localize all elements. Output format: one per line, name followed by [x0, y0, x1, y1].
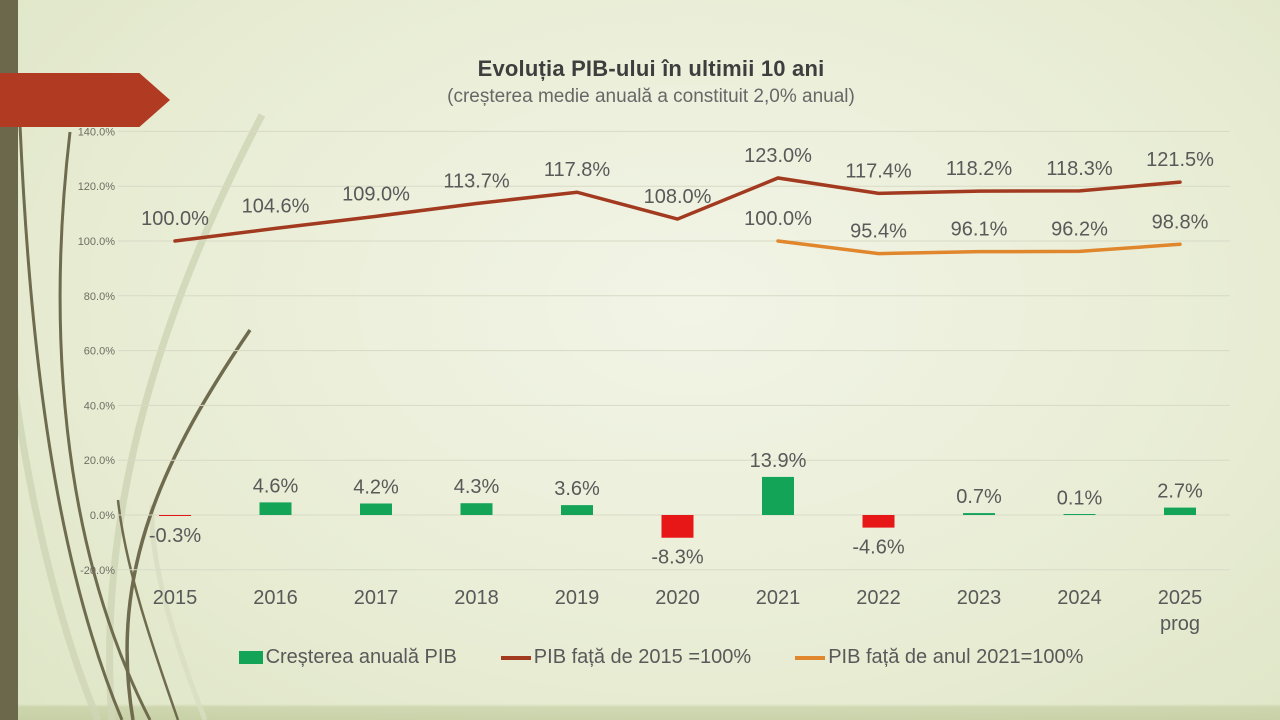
bar [561, 505, 593, 515]
x-axis-label: 2021 [756, 587, 801, 609]
line-data-label: 96.1% [951, 219, 1008, 241]
bar [1164, 507, 1196, 515]
bar-data-label: 0.7% [956, 486, 1002, 508]
y-axis-tick-label: 40.0% [84, 400, 115, 412]
legend-label: Creșterea anuală PIB [265, 646, 457, 668]
bar [259, 502, 292, 515]
bar-data-label: -8.3% [651, 547, 703, 569]
x-axis-label: 2022 [856, 587, 901, 609]
red-arrow-decoration [0, 73, 170, 127]
line-data-label: 123.0% [744, 145, 812, 167]
y-axis-tick-label: 0.0% [90, 510, 115, 522]
line-data-label: 95.4% [850, 221, 907, 243]
x-axis-label: 2023 [957, 587, 1002, 609]
line-data-label: 100.0% [141, 208, 209, 230]
bar-data-label: 4.2% [353, 476, 399, 498]
line-data-label: 118.2% [946, 158, 1013, 180]
x-axis-label-note: prog [1160, 613, 1200, 635]
legend-line-swatch [500, 655, 531, 660]
bar-data-label: 0.1% [1057, 488, 1103, 510]
legend-line-swatch [795, 655, 826, 660]
title-block: Evoluția PIB-ului în ultimii 10 ani (cre… [0, 56, 1280, 108]
line-series [173, 176, 1182, 243]
bar [963, 513, 995, 515]
legend-label: PIB față de anul 2021=100% [828, 646, 1084, 668]
line-data-label: 100.0% [744, 208, 812, 230]
legend-label: PIB față de 2015 =100% [533, 646, 752, 668]
y-axis-tick-label: -20.0% [80, 565, 115, 577]
x-axis-label: 2017 [354, 587, 399, 609]
bar [460, 503, 493, 515]
chart-legend: Creșterea anuală PIB PIB față de 2015 =10… [0, 646, 1280, 669]
bar [862, 515, 895, 528]
legend-item: PIB față de anul 2021=100% [795, 646, 1083, 669]
legend-item: PIB față de 2015 =100% [500, 646, 752, 669]
bar [360, 503, 392, 515]
line-data-label: 117.4% [845, 160, 912, 182]
line-data-label: 98.8% [1152, 211, 1209, 233]
legend-item: Creșterea anuală PIB [238, 646, 457, 669]
legend-bar-swatch [238, 651, 263, 664]
bar [661, 515, 694, 538]
x-axis-label: 2015 [153, 587, 198, 609]
bar [1063, 514, 1096, 515]
y-axis-tick-label: 80.0% [84, 291, 115, 303]
y-axis-tick-label: 100.0% [78, 236, 116, 248]
bar-data-label: 3.6% [554, 478, 600, 500]
bar-data-label: -0.3% [149, 525, 201, 547]
bar-data-label: 2.7% [1157, 481, 1203, 503]
line-data-label: 109.0% [342, 183, 410, 205]
x-axis-label: 2016 [253, 587, 298, 609]
y-axis-tick-label: 20.0% [84, 455, 115, 467]
bar [762, 476, 794, 515]
chart-title: Evoluția PIB-ului în ultimii 10 ani [477, 56, 825, 81]
line-data-label: 108.0% [644, 186, 712, 208]
line-data-label: 113.7% [443, 170, 510, 192]
line-data-label: 121.5% [1146, 149, 1214, 171]
line-series [776, 239, 1182, 256]
line-data-label: 104.6% [242, 195, 310, 217]
line-data-label: 96.2% [1051, 218, 1108, 240]
bar-data-label: -4.6% [852, 537, 904, 559]
bar-data-label: 4.3% [454, 476, 500, 498]
x-axis-label: 2025 [1158, 587, 1203, 609]
x-axis-label: 2024 [1057, 587, 1102, 609]
y-axis-tick-label: 60.0% [84, 346, 115, 358]
y-axis-tick-label: 140.0% [78, 126, 116, 138]
bar-data-label: 13.9% [750, 450, 807, 472]
bar [159, 515, 191, 516]
y-axis-tick-label: 120.0% [78, 181, 116, 193]
x-axis-label: 2019 [555, 587, 600, 609]
bar-data-label: 4.6% [253, 475, 299, 497]
x-axis-label: 2018 [454, 587, 499, 609]
line-data-label: 117.8% [544, 159, 611, 181]
chart-subtitle: (creșterea medie anuală a constituit 2,0… [447, 86, 855, 107]
left-accent-bar [0, 0, 18, 720]
line-data-label: 118.3% [1046, 158, 1113, 180]
x-axis-label: 2020 [655, 587, 700, 609]
